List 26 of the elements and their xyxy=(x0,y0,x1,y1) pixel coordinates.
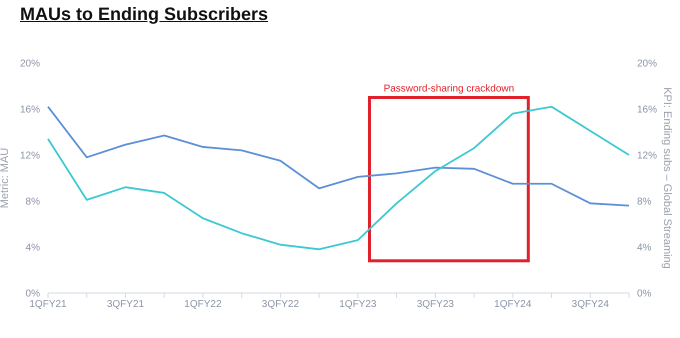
y-tick-label: 20% xyxy=(20,58,40,70)
y2-tick-label: 12% xyxy=(637,150,658,162)
line-series xyxy=(47,106,630,206)
y2-tick-label: 4% xyxy=(637,242,652,254)
x-tick-label: 1QFY22 xyxy=(184,299,222,310)
x-tick-label: 3QFY23 xyxy=(416,299,454,310)
y-tick-label: 8% xyxy=(26,196,40,208)
y-tick-label: 0% xyxy=(26,288,40,300)
x-tick-label: 3QFY21 xyxy=(106,299,145,310)
annotation: Password-sharing crackdown xyxy=(384,84,514,94)
y-tick-label: 16% xyxy=(20,104,40,116)
x-tick-label: 3QFY24 xyxy=(572,299,610,310)
chart-title: MAUs to Ending Subscribers xyxy=(20,4,268,25)
y-tick-label: 12% xyxy=(20,150,40,162)
y-tick-label: 4% xyxy=(26,242,40,254)
y2-tick-label: 8% xyxy=(637,196,652,208)
x-tick-label: 3QFY22 xyxy=(262,299,300,310)
x-tick-label: 1QFY23 xyxy=(339,299,377,310)
y2-tick-label: 0% xyxy=(637,288,652,300)
y-axis-title: Metric: MAU xyxy=(0,148,11,208)
x-tick-label: 1QFY21 xyxy=(29,299,68,310)
x-tick-label: 1QFY24 xyxy=(494,299,532,310)
y2-axis-title: KPI: Ending subs – Global Streaming xyxy=(661,87,674,269)
y2-tick-label: 20% xyxy=(637,58,658,70)
y2-tick-label: 16% xyxy=(637,104,658,116)
line-series xyxy=(47,106,630,250)
